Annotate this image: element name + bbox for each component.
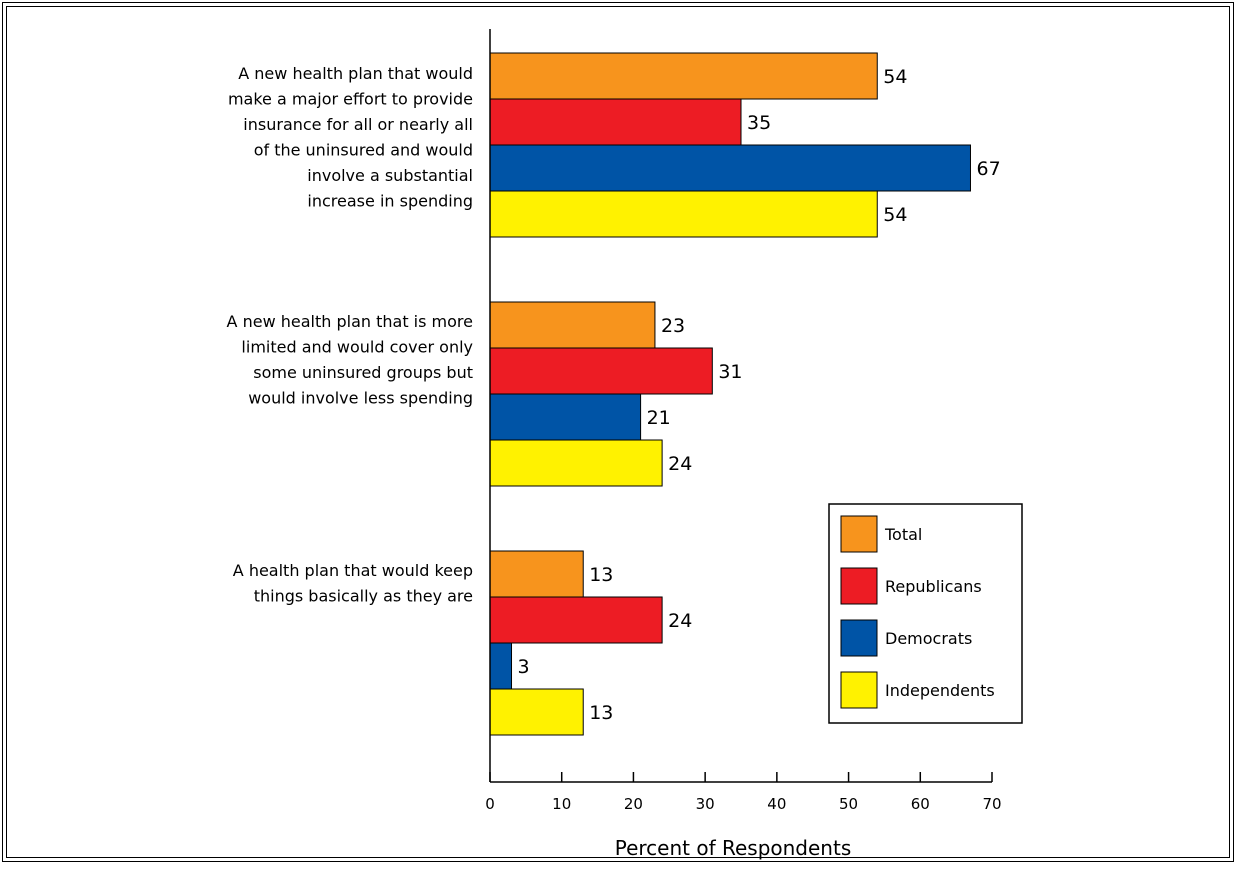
legend-swatch-independents: [840, 671, 878, 709]
x-tick-label: 40: [767, 795, 786, 813]
value-labels: 54 35 67 54 23 31 21 24 13 24 3 13: [518, 66, 1001, 724]
bar-total-1: [489, 301, 656, 349]
legend: Total Republicans Democrats Independents: [828, 503, 1023, 724]
legend-swatch-total: [840, 515, 878, 553]
legend-swatch-republicans: [840, 567, 878, 605]
x-tick-label: 10: [552, 795, 571, 813]
legend-label-republicans: Republicans: [885, 577, 982, 596]
x-tick-label: 20: [624, 795, 643, 813]
bar-republicans-0: [489, 98, 742, 146]
value-label: 21: [647, 407, 671, 429]
bar-democrats-0: [489, 144, 971, 192]
category-labels: A new health plan that would make a major…: [227, 64, 473, 606]
axes: 0 10 20 30 40 50 60 70: [485, 29, 1002, 813]
category-label-line: A health plan that would keep: [233, 561, 473, 580]
category-label-line: would involve less spending: [248, 389, 473, 408]
legend-label-independents: Independents: [885, 681, 995, 700]
category-label-line: of the uninsured and would: [254, 141, 473, 160]
legend-swatch-democrats: [840, 619, 878, 657]
bar-independents-2: [489, 688, 584, 736]
legend-label-total: Total: [884, 525, 922, 544]
value-label: 67: [976, 158, 1000, 180]
value-label: 54: [883, 66, 907, 88]
bar-total-0: [489, 52, 878, 100]
category-label-line: involve a substantial: [307, 166, 473, 185]
x-tick-label: 0: [485, 795, 495, 813]
x-tick-label: 50: [839, 795, 858, 813]
value-label: 3: [518, 656, 530, 678]
category-label-line: insurance for all or nearly all: [243, 115, 473, 134]
bar-chart: A new health plan that would make a major…: [227, 29, 1023, 860]
category-label-line: some uninsured groups but: [253, 363, 473, 382]
bar-independents-1: [489, 439, 663, 487]
x-axis-title: Percent of Respondents: [615, 836, 852, 860]
bar-democrats-1: [489, 393, 642, 441]
value-label: 13: [589, 702, 613, 724]
bar-total-2: [489, 550, 584, 598]
bar-independents-0: [489, 190, 878, 238]
value-label: 24: [668, 610, 692, 632]
legend-label-democrats: Democrats: [885, 629, 972, 648]
value-label: 35: [747, 112, 771, 134]
category-label-line: A new health plan that is more: [227, 312, 473, 331]
bars: [489, 52, 971, 736]
x-tick-label: 30: [696, 795, 715, 813]
value-label: 54: [883, 204, 907, 226]
category-label-line: increase in spending: [307, 192, 473, 211]
value-label: 23: [661, 315, 685, 337]
category-label-line: limited and would cover only: [241, 338, 473, 357]
bar-republicans-2: [489, 596, 663, 644]
category-label-line: make a major effort to provide: [228, 90, 473, 109]
value-label: 13: [589, 564, 613, 586]
x-tick-label: 60: [911, 795, 930, 813]
bar-democrats-2: [489, 642, 513, 690]
bar-republicans-1: [489, 347, 713, 395]
category-label-line: things basically as they are: [254, 587, 473, 606]
value-label: 31: [718, 361, 742, 383]
x-tick-label: 70: [982, 795, 1001, 813]
value-label: 24: [668, 453, 692, 475]
category-label-line: A new health plan that would: [238, 64, 473, 83]
